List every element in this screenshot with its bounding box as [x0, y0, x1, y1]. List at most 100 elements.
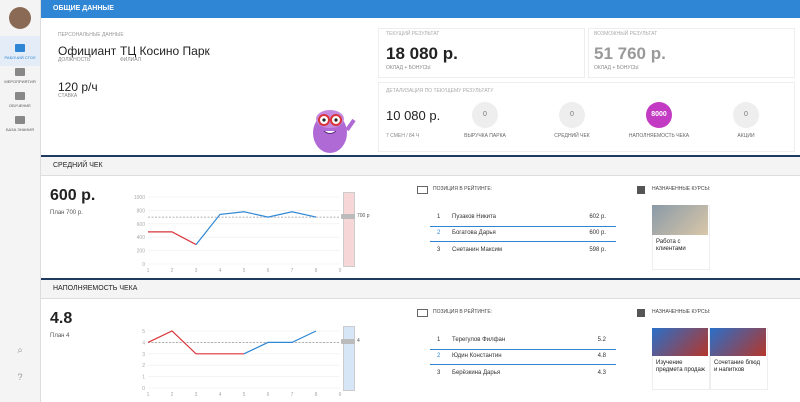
nav-item[interactable]: ОБУЧЕНИЕ — [9, 103, 31, 108]
y-tick-label: 600 — [137, 222, 146, 228]
metric-label: НАПОЛНЯЕМОСТЬ ЧЕКА — [628, 133, 690, 139]
nav-item[interactable]: МЕРОПРИЯТИЯ — [4, 79, 36, 84]
row-border — [430, 241, 616, 242]
score: 5.2 — [597, 337, 606, 343]
label: ФИЛИАЛ — [120, 57, 141, 63]
row-border — [430, 226, 616, 227]
gauge-label: 4 — [357, 338, 360, 345]
sidebar: ⌕ ? — [0, 0, 41, 402]
label: 7 СМЕН / 84 Ч — [386, 133, 420, 139]
y-tick-label: 1 — [142, 375, 145, 381]
kpi-value: 600 р. — [50, 187, 96, 204]
icon — [637, 309, 645, 317]
x-tick-label: 6 — [267, 268, 270, 273]
name: Пузаков Никита — [452, 214, 496, 220]
value: ТЦ Косино Парк — [120, 44, 210, 58]
x-tick-label: 9 — [339, 392, 342, 397]
nav-icon[interactable] — [15, 116, 25, 124]
nav-icon[interactable] — [15, 68, 25, 76]
nav-item[interactable]: БАЗА ЗНАНИЯ — [6, 127, 34, 132]
name: Юдин Константин — [452, 353, 502, 359]
label: СТАВКА — [58, 93, 78, 99]
y-tick-label: 200 — [137, 249, 146, 255]
x-tick-label: 3 — [195, 268, 198, 273]
card — [378, 82, 795, 152]
x-tick-label: 8 — [315, 268, 318, 273]
x-tick-label: 1 — [147, 268, 150, 273]
line-series — [195, 211, 317, 245]
help-icon[interactable]: ? — [17, 372, 23, 382]
chart: 0 200 400 600 800 1000 1 2 3 4 5 6 7 8 9 — [134, 195, 342, 273]
label: ТЕКУЩИЙ РЕЗУЛЬТАТ — [386, 31, 440, 37]
row-border — [430, 364, 616, 365]
metric-label: АКЦИИ — [737, 133, 755, 139]
label: ДОЛЖНОСТЬ — [58, 57, 91, 63]
score: 4.8 — [597, 353, 606, 359]
rank: 2 — [437, 353, 441, 359]
avatar[interactable] — [9, 7, 31, 29]
gauge — [343, 192, 355, 267]
mascot — [313, 110, 356, 153]
metric-circle: 0 — [559, 102, 585, 128]
rank: 3 — [437, 370, 441, 376]
name: Берёзкина Дарья — [452, 370, 501, 376]
x-tick-label: 7 — [291, 392, 294, 397]
search-icon[interactable]: ⌕ — [17, 345, 23, 356]
score: 4.3 — [597, 370, 606, 376]
label: ВОЗМОЖНЫЙ РЕЗУЛЬТАТ — [594, 31, 658, 37]
value: 120 р/ч — [58, 80, 98, 94]
x-tick-label: 1 — [147, 392, 150, 397]
course-image — [710, 328, 766, 356]
nav-item[interactable]: РАБОЧИЙ СТОЛ — [4, 55, 36, 60]
plan: План 4 — [50, 333, 70, 339]
card — [378, 28, 585, 78]
nav-icon[interactable] — [15, 92, 25, 100]
score: 600 р. — [589, 230, 606, 236]
line-series — [148, 231, 197, 246]
y-tick-label: 0 — [142, 262, 145, 268]
metric-circle: 0 — [472, 102, 498, 128]
name: Терегулов Филфан — [452, 337, 506, 343]
courses-heading: НАЗНАЧЕННЫЕ КУРСЫ: — [652, 309, 711, 315]
rating-heading: ПОЗИЦИЯ В РЕЙТИНГЕ: — [433, 309, 493, 315]
y-tick-label: 800 — [137, 208, 146, 214]
label: ПЕРСОНАЛЬНЫЕ ДАННЫЕ — [58, 32, 124, 38]
plan: План 700 р. — [50, 210, 83, 216]
note: ОКЛАД + БОНУСЫ — [386, 65, 431, 71]
label: ДЕТАЛИЗАЦИЯ ПО ТЕКУЩЕМУ РЕЗУЛЬТАТУ — [386, 88, 494, 94]
course-title: Работа с клиентами — [656, 239, 686, 252]
nav-icon[interactable] — [15, 44, 25, 52]
section-header: НАПОЛНЯЕМОСТЬ ЧЕКА — [41, 280, 800, 299]
score: 602 р. — [589, 214, 606, 220]
kpi-value: 4.8 — [50, 310, 73, 327]
y-tick-label: 1000 — [134, 195, 145, 201]
x-tick-label: 5 — [243, 392, 246, 397]
card — [588, 28, 795, 78]
y-tick-label: 400 — [137, 235, 146, 241]
header: ОБЩИЕ ДАННЫЕ — [41, 0, 800, 18]
x-tick-label: 7 — [291, 268, 294, 273]
course-image — [652, 328, 708, 356]
x-tick-label: 2 — [171, 392, 174, 397]
value: 51 760 р. — [594, 44, 666, 63]
metric-circle: 8000 — [646, 102, 672, 128]
y-tick-label: 3 — [142, 352, 145, 358]
note: ОКЛАД + БОНУСЫ — [594, 65, 639, 71]
y-tick-label: 4 — [142, 340, 145, 346]
gauge-handle — [341, 214, 355, 220]
metric-label: ВЫРУЧКА ПАРКА — [464, 133, 506, 139]
metric-label: СРЕДНИЙ ЧЕК — [554, 133, 590, 139]
rank: 1 — [437, 337, 441, 343]
x-tick-label: 4 — [219, 268, 222, 273]
name: Снетанин Максим — [452, 247, 503, 253]
value: 10 080 р. — [386, 108, 441, 123]
rank: 1 — [437, 214, 441, 220]
gauge-label: 700 р — [357, 213, 370, 220]
line-series — [243, 330, 317, 355]
divider — [41, 278, 800, 280]
course-title: Сочетание блюд и напитков — [714, 360, 761, 373]
rank: 3 — [437, 247, 441, 253]
x-tick-label: 3 — [195, 392, 198, 397]
x-tick-label: 5 — [243, 268, 246, 273]
